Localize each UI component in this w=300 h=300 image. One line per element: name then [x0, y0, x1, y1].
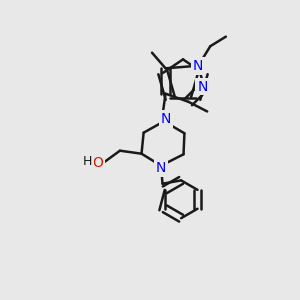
- Text: N: N: [156, 161, 166, 175]
- Text: N: N: [193, 59, 203, 73]
- Text: N: N: [160, 112, 171, 126]
- Text: H: H: [83, 155, 92, 168]
- Text: O: O: [93, 156, 104, 170]
- Text: N: N: [197, 80, 208, 94]
